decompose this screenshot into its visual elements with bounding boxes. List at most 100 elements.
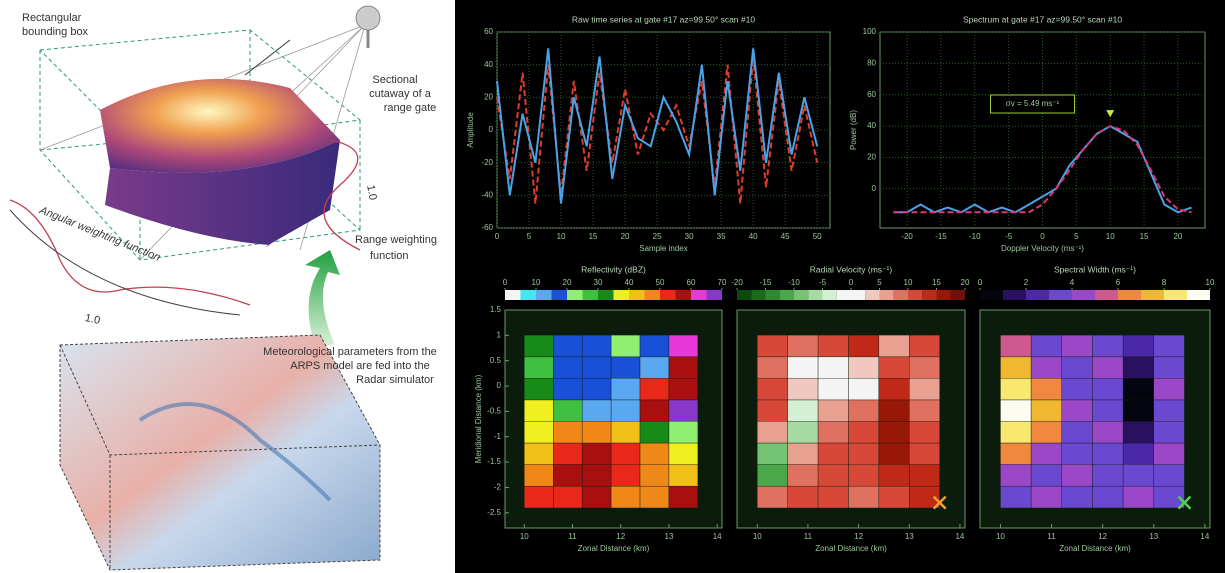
- heat-cell: [1062, 335, 1093, 357]
- heat-cell: [582, 357, 611, 379]
- heat-cell: [879, 443, 909, 465]
- x-tick-label: 13: [665, 532, 674, 541]
- chart-title: Spectral Width (ms⁻¹): [1054, 264, 1136, 274]
- heat-cell: [1062, 400, 1093, 422]
- heat-cell: [582, 335, 611, 357]
- heat-cell: [1031, 400, 1062, 422]
- heat-cell: [1123, 400, 1154, 422]
- y-tick-label: 20: [484, 92, 493, 101]
- colorbar-cell: [583, 290, 599, 300]
- x-axis-label: Zonal Distance (km): [815, 544, 887, 553]
- colorbar-tick-label: 40: [625, 278, 634, 287]
- colorbar-cell: [1164, 290, 1187, 300]
- heat-cell: [757, 486, 787, 508]
- x-tick-label: 11: [1047, 532, 1056, 541]
- heat-cell: [640, 421, 669, 443]
- x-tick-label: 40: [749, 232, 758, 241]
- x-tick-label: 10: [753, 532, 762, 541]
- diagram-label: Range weighting: [355, 234, 437, 246]
- heat-cell: [879, 421, 909, 443]
- diagram-label: bounding box: [22, 26, 89, 38]
- y-tick-label: -40: [481, 190, 493, 199]
- heat-cell: [879, 486, 909, 508]
- x-axis-label: Doppler Velocity (ms⁻¹): [1001, 244, 1084, 253]
- colorbar-tick-label: -15: [760, 278, 772, 287]
- y-axis-label: Power (dB): [849, 110, 858, 150]
- heat-cell: [757, 378, 787, 400]
- colorbar-cell: [707, 290, 723, 300]
- x-tick-label: 5: [1074, 232, 1079, 241]
- heat-cell: [1123, 357, 1154, 379]
- y-tick-label: -1: [494, 432, 502, 441]
- colorbar-cell: [1003, 290, 1026, 300]
- colorbar-cell: [552, 290, 568, 300]
- x-tick-label: 5: [527, 232, 532, 241]
- y-tick-label: 0: [872, 184, 877, 193]
- heat-cell: [1154, 400, 1185, 422]
- heat-cell: [1000, 357, 1031, 379]
- heat-cell: [1154, 335, 1185, 357]
- y-tick-label: 0.5: [490, 356, 502, 365]
- x-tick-label: -10: [969, 232, 981, 241]
- colorbar-tick-label: 10: [1206, 278, 1215, 287]
- heat-cell: [553, 357, 582, 379]
- colorbar-tick-label: 2: [1024, 278, 1029, 287]
- colorbar-cell: [823, 290, 837, 300]
- x-axis-label: Zonal Distance (km): [578, 544, 650, 553]
- heat-cell: [818, 357, 848, 379]
- heat-cell: [611, 443, 640, 465]
- x-tick-label: 14: [713, 532, 722, 541]
- heat-cell: [788, 464, 818, 486]
- heat-cell: [1000, 400, 1031, 422]
- heat-cell: [848, 464, 878, 486]
- colorbar-cell: [880, 290, 894, 300]
- heat-cell: [788, 443, 818, 465]
- y-tick-label: -20: [481, 158, 493, 167]
- x-tick-label: -15: [935, 232, 947, 241]
- heat-cell: [640, 464, 669, 486]
- heat-cell: [669, 335, 698, 357]
- chart-title: Radial Velocity (ms⁻¹): [810, 264, 893, 274]
- chart-title: Reflectivity (dBZ): [581, 264, 646, 274]
- heat-cell: [757, 357, 787, 379]
- colorbar-cell: [894, 290, 908, 300]
- heat-cell: [1062, 464, 1093, 486]
- colorbar-cell: [851, 290, 865, 300]
- x-tick-label: 15: [589, 232, 598, 241]
- heat-cell: [1092, 486, 1123, 508]
- heat-cell: [1123, 464, 1154, 486]
- heat-cell: [640, 400, 669, 422]
- heat-cell: [788, 335, 818, 357]
- colorbar-cell: [691, 290, 707, 300]
- heat-cell: [909, 378, 939, 400]
- colorbar-tick-label: 0: [849, 278, 854, 287]
- x-tick-label: 0: [495, 232, 500, 241]
- heat-cell: [818, 421, 848, 443]
- colorbar-cell: [1095, 290, 1118, 300]
- heat-cell: [524, 357, 553, 379]
- colorbar-tick-label: 0: [503, 278, 508, 287]
- heat-cell: [611, 357, 640, 379]
- diagram-label: range gate: [384, 102, 437, 114]
- heat-cell: [848, 486, 878, 508]
- heat-cell: [1031, 357, 1062, 379]
- colorbar-cell: [1118, 290, 1141, 300]
- colorbar-tick-label: 6: [1116, 278, 1121, 287]
- colorbar-cell: [737, 290, 751, 300]
- heat-cell: [611, 378, 640, 400]
- heat-cell: [582, 464, 611, 486]
- heat-cell: [788, 486, 818, 508]
- heat-cell: [553, 486, 582, 508]
- plot-area: [880, 32, 1205, 228]
- heat-cell: [818, 443, 848, 465]
- colorbar-cell: [629, 290, 645, 300]
- colorbar-cell: [614, 290, 630, 300]
- colorbar-cell: [922, 290, 936, 300]
- heat-cell: [640, 486, 669, 508]
- diagram-label: Meteorological parameters from the: [263, 346, 437, 358]
- heat-cell: [818, 378, 848, 400]
- heat-cell: [757, 443, 787, 465]
- colorbar-tick-label: 50: [656, 278, 665, 287]
- x-tick-label: 20: [1173, 232, 1182, 241]
- heat-cell: [879, 335, 909, 357]
